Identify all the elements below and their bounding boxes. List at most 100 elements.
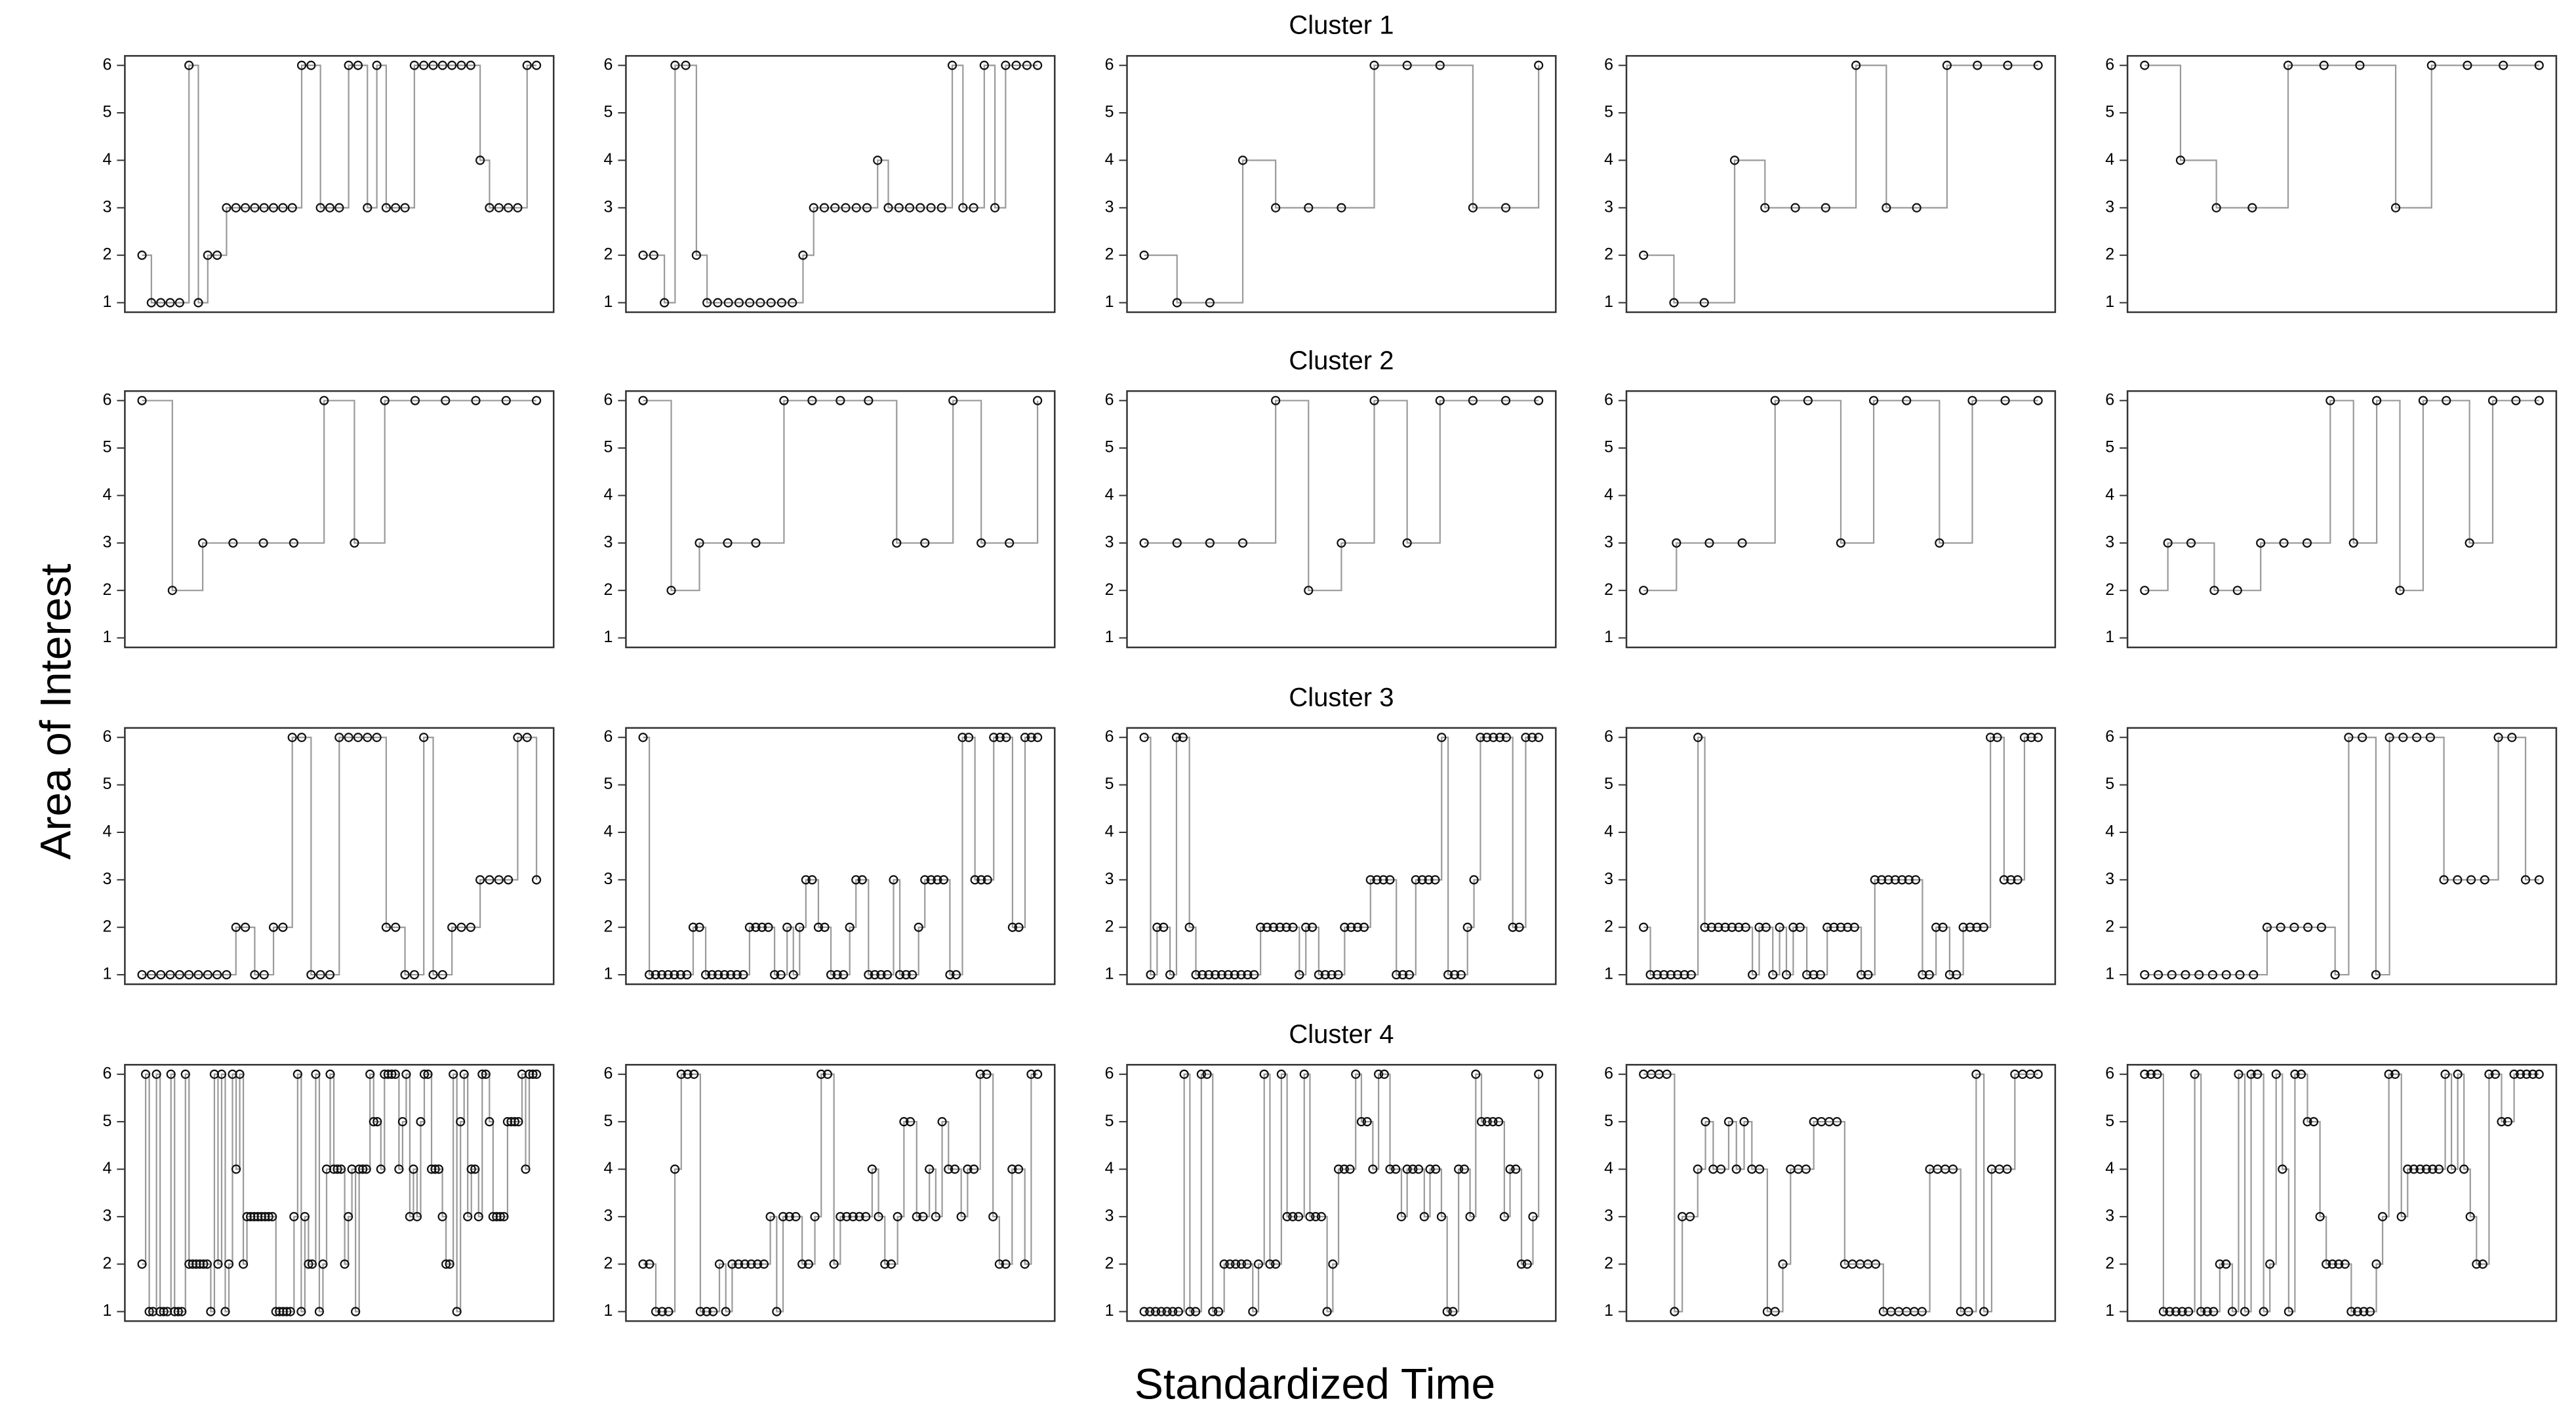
- point: [1971, 1069, 1981, 1079]
- y-tick-label: 1: [1604, 293, 1613, 311]
- point: [2289, 922, 2299, 932]
- step-line: [1643, 64, 2038, 304]
- point: [1904, 875, 1914, 885]
- y-tick-label: 4: [1105, 1159, 1114, 1177]
- point: [2480, 875, 2489, 885]
- plot-frame: [2126, 727, 2558, 985]
- point: [1339, 1164, 1349, 1174]
- point: [494, 203, 504, 213]
- point: [920, 538, 930, 548]
- point: [2421, 1164, 2432, 1174]
- point: [714, 969, 723, 980]
- point: [278, 203, 288, 213]
- point: [723, 298, 733, 308]
- point: [1369, 60, 1379, 70]
- point: [2165, 1307, 2175, 1316]
- point: [886, 1259, 896, 1269]
- y-tick-label: 2: [1604, 580, 1613, 599]
- point: [504, 203, 513, 213]
- point: [2415, 1164, 2425, 1174]
- point: [719, 969, 729, 980]
- point: [2516, 1069, 2526, 1079]
- point: [2308, 1117, 2319, 1127]
- point: [2534, 1069, 2544, 1079]
- point: [2497, 1117, 2506, 1127]
- point: [963, 1164, 973, 1174]
- point: [2453, 1069, 2463, 1079]
- point: [963, 733, 974, 743]
- step-line: [1144, 399, 1539, 592]
- point: [975, 1069, 985, 1079]
- point: [428, 60, 438, 70]
- y-tick-label: 5: [1604, 775, 1613, 793]
- point: [2384, 1069, 2394, 1079]
- y-tick-label: 2: [2105, 917, 2114, 935]
- point: [412, 1211, 422, 1221]
- point: [1836, 922, 1846, 932]
- point: [315, 969, 325, 980]
- plot-frame: [1126, 1064, 1557, 1322]
- point: [1026, 1069, 1036, 1079]
- point: [137, 396, 147, 405]
- point: [353, 733, 363, 743]
- point: [1639, 586, 1649, 596]
- point: [513, 733, 523, 743]
- y-tick-label: 4: [604, 150, 613, 169]
- point: [707, 969, 717, 980]
- point: [1723, 1117, 1734, 1127]
- point: [391, 922, 401, 932]
- point: [240, 922, 251, 932]
- point: [1139, 538, 1149, 548]
- point: [873, 155, 883, 165]
- point: [759, 1259, 769, 1269]
- point: [2211, 203, 2221, 213]
- point: [2234, 1069, 2244, 1079]
- point: [344, 733, 353, 743]
- point: [1521, 733, 1531, 743]
- point: [1435, 60, 1445, 70]
- y-tick-label: 1: [102, 293, 111, 311]
- point: [1829, 922, 1839, 932]
- point: [325, 203, 335, 213]
- point: [456, 60, 466, 70]
- point: [864, 396, 874, 405]
- plot-frame: [2126, 1064, 2558, 1322]
- point: [1882, 203, 1891, 213]
- step-line: [2144, 399, 2539, 592]
- point: [2302, 538, 2312, 548]
- point: [951, 969, 961, 980]
- point: [1534, 396, 1544, 405]
- point: [1448, 1307, 1458, 1316]
- plot-frame: [1625, 727, 2057, 985]
- point: [391, 203, 401, 213]
- point: [1672, 538, 1681, 548]
- point: [666, 586, 676, 596]
- point: [1870, 1259, 1881, 1269]
- point: [1362, 1117, 1372, 1127]
- y-tick-label: 2: [1105, 1254, 1114, 1272]
- point: [156, 298, 166, 308]
- point: [801, 875, 811, 885]
- y-tick-label: 4: [1604, 150, 1613, 169]
- point: [419, 733, 429, 743]
- step-line: [142, 737, 538, 976]
- point: [1305, 1211, 1315, 1221]
- panel: 1 2 3 4 5 6: [2105, 1064, 2558, 1322]
- point: [912, 1211, 921, 1221]
- point: [146, 298, 156, 308]
- point: [1803, 396, 1813, 405]
- point: [2459, 1164, 2469, 1174]
- point: [1494, 1117, 1504, 1127]
- point: [1979, 1307, 1989, 1316]
- point: [2003, 60, 2013, 70]
- point: [813, 922, 824, 932]
- step-line: [643, 737, 1038, 976]
- point: [1146, 969, 1156, 980]
- point: [893, 1211, 902, 1221]
- point: [137, 251, 147, 260]
- point: [2439, 875, 2449, 885]
- point: [864, 969, 874, 980]
- point: [757, 922, 767, 932]
- y-tick-label: 5: [1604, 438, 1613, 457]
- point: [231, 922, 241, 932]
